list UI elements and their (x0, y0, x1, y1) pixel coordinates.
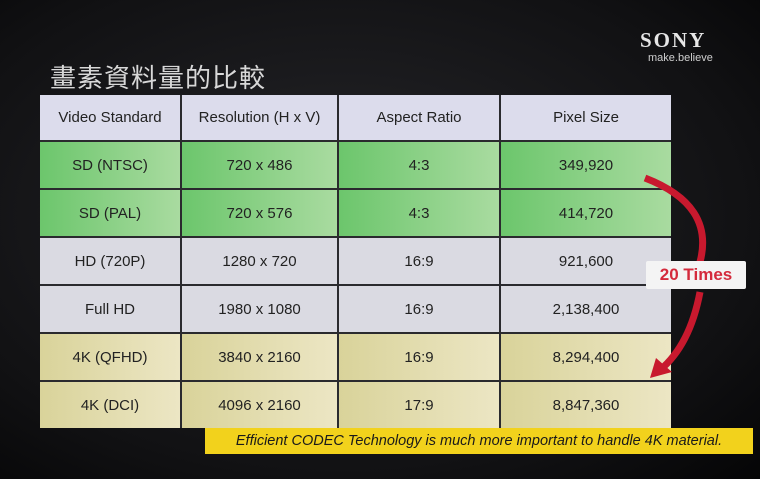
table-cell: 1280 x 720 (182, 238, 337, 284)
footer-note: Efficient CODEC Technology is much more … (205, 428, 753, 454)
table-cell: 4096 x 2160 (182, 382, 337, 428)
table-cell: 8,847,360 (501, 382, 671, 428)
table-cell: 2,138,400 (501, 286, 671, 332)
table-cell: HD (720P) (40, 238, 180, 284)
table-cell: 921,600 (501, 238, 671, 284)
annotation: 20 Times (646, 261, 746, 289)
table-cell: 1980 x 1080 (182, 286, 337, 332)
arrow-head (650, 358, 672, 378)
table-cell: 17:9 (339, 382, 499, 428)
table-cell: 349,920 (501, 142, 671, 188)
brand-logo: SONY (640, 28, 707, 52)
table-cell: 16:9 (339, 286, 499, 332)
comparison-table: Video Standard Resolution (H x V) Aspect R… (40, 95, 671, 428)
table-cell: 4K (DCI) (40, 382, 180, 428)
table-cell: 4:3 (339, 142, 499, 188)
arrow (657, 291, 704, 373)
table-cell: 4:3 (339, 190, 499, 236)
arrow (643, 174, 707, 263)
column-header: Aspect Ratio (339, 95, 499, 140)
table-cell: 720 x 486 (182, 142, 337, 188)
table-cell: Full HD (40, 286, 180, 332)
table-cell: SD (PAL) (40, 190, 180, 236)
column-header: Resolution (H x V) (182, 95, 337, 140)
table-cell: SD (NTSC) (40, 142, 180, 188)
column-header: Pixel Size (501, 95, 671, 140)
table-cell: 3840 x 2160 (182, 334, 337, 380)
column-header: Video Standard (40, 95, 180, 140)
table-cell: 4K (QFHD) (40, 334, 180, 380)
table-cell: 16:9 (339, 334, 499, 380)
table-cell: 720 x 576 (182, 190, 337, 236)
table-cell: 8,294,400 (501, 334, 671, 380)
slide-title: 畫素資料量的比較 (50, 64, 267, 94)
brand-tagline: make.believe (648, 52, 713, 64)
table-cell: 16:9 (339, 238, 499, 284)
table-cell: 414,720 (501, 190, 671, 236)
